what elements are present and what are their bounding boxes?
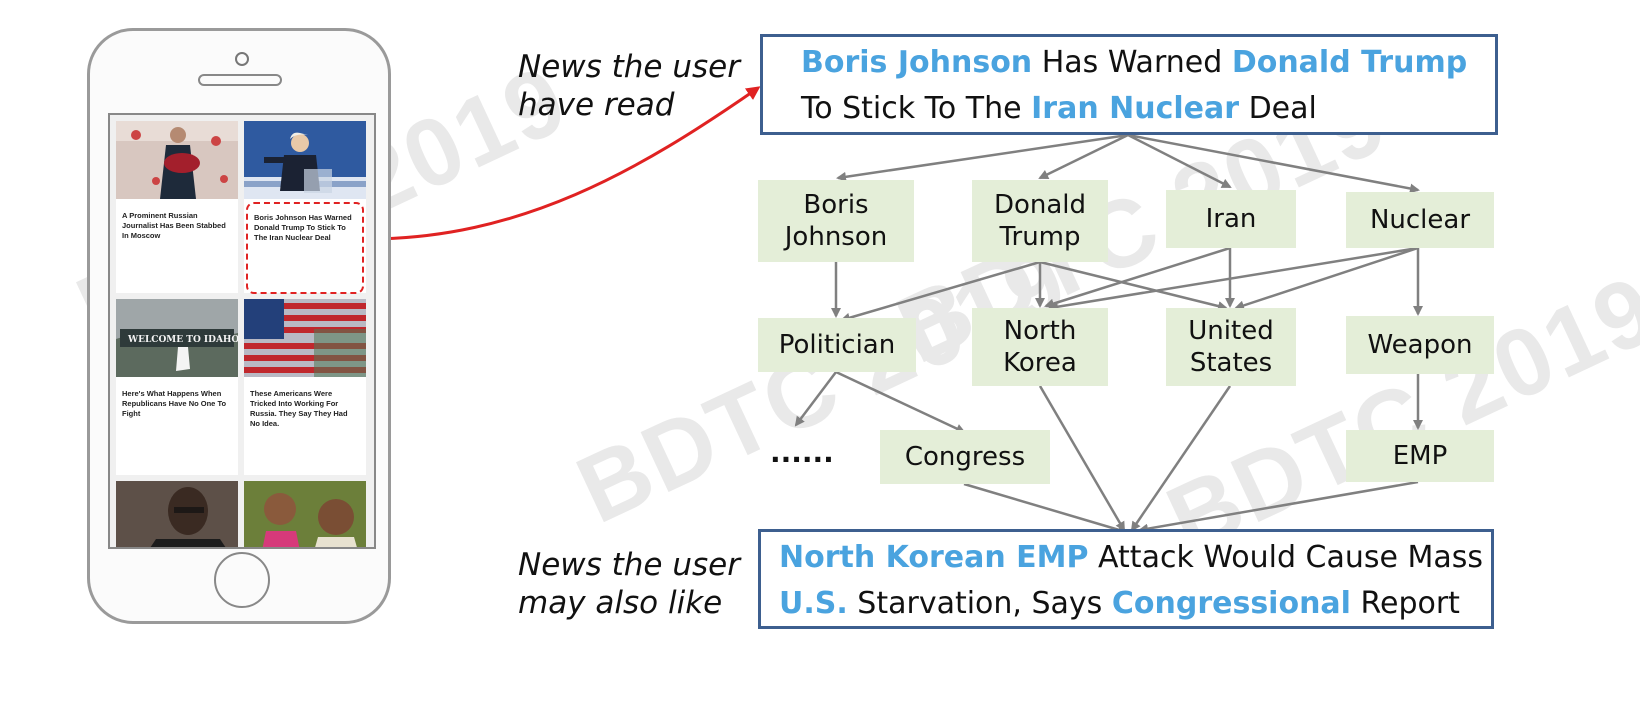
node-congress: Congress [880, 430, 1050, 484]
entity-highlight: Donald Trump [1231, 45, 1468, 80]
entity-highlight: North Korean EMP [779, 540, 1089, 575]
welcome-to-idaho-sign-photo: WELCOME TO IDAHO [116, 299, 238, 377]
node-label: Trump [999, 222, 1081, 252]
edge-iran-to-north-korea [1044, 246, 1231, 309]
liked-news-label: News the user may also like [518, 546, 740, 622]
entity-highlight: U.S. [779, 586, 848, 621]
headline-text: Attack Would Cause Mass [1088, 540, 1484, 575]
read-news-label: News the user have read [518, 48, 740, 124]
headline-text: Deal [1239, 91, 1317, 126]
entity-highlight: Congressional [1111, 586, 1351, 621]
edge-nuclear-to-north-korea [1048, 246, 1419, 312]
read-news-line2: To Stick To The Iran Nuclear Deal [801, 86, 1495, 132]
speaker-icon [198, 74, 282, 86]
card-headline: A Prominent Russian Journalist Has Been … [122, 211, 226, 240]
us-flag-photo [244, 299, 366, 377]
node-label: North [1003, 316, 1077, 346]
read-news-line1: Boris Johnson Has Warned Donald Trump [801, 40, 1495, 86]
edge-politician-to-ellipsis [794, 371, 837, 427]
headline-text: Report [1350, 586, 1460, 621]
news-card[interactable]: WELCOME TO IDAHO Here's What Happens Whe… [116, 299, 238, 475]
home-button[interactable] [214, 552, 270, 608]
news-card[interactable] [244, 481, 366, 547]
news-card-selected[interactable]: Boris Johnson Has Warned Donald Trump To… [244, 121, 366, 293]
camera-icon [235, 52, 249, 66]
read-news-label-line1: News the user [518, 49, 740, 85]
node-label: Korea [1003, 348, 1077, 378]
smiling-children-photo [244, 481, 366, 547]
edge-united-states-to-liked-news [1130, 385, 1232, 532]
node-label: Donald [993, 190, 1087, 220]
edge-news-to-donald-trump [1038, 133, 1129, 180]
node-nuclear: Nuclear [1346, 192, 1494, 248]
node-label: Boris [803, 190, 869, 220]
node-donald-trump: Donald Trump [972, 180, 1108, 262]
node-emp: EMP [1346, 430, 1494, 482]
node-label: United [1188, 316, 1274, 346]
edge-congress-to-liked-news [963, 482, 1128, 535]
liked-news-line2: U.S. Starvation, Says Congressional Repo… [779, 581, 1491, 627]
liked-news-label-line2: may also like [518, 585, 723, 621]
entity-highlight: Boris Johnson [801, 45, 1033, 80]
edge-nuclear-to-united-states [1234, 246, 1419, 311]
headline-text: Has Warned [1032, 45, 1232, 80]
node-iran: Iran [1166, 190, 1296, 248]
node-label: States [1189, 348, 1273, 378]
svg-text:WELCOME TO IDAHO: WELCOME TO IDAHO [127, 335, 238, 345]
card-headline: These Americans Were Tricked Into Workin… [250, 389, 348, 428]
edge-trump-to-politician [840, 260, 1041, 323]
liked-news-label-line1: News the user [518, 547, 740, 583]
news-card[interactable] [116, 481, 238, 547]
selected-news-highlight [246, 202, 364, 294]
edge-emp-to-liked-news [1138, 480, 1419, 534]
elderly-man-photo [116, 481, 238, 547]
entity-highlight: Iran Nuclear [1031, 91, 1240, 126]
headline-text: Starvation, Says [847, 586, 1112, 621]
node-boris-johnson: Boris Johnson [758, 180, 914, 262]
card-headline: Boris Johnson Has Warned Donald Trump To… [254, 213, 352, 242]
edge-north-korea-to-liked-news [1038, 385, 1126, 532]
liked-news-box: North Korean EMP Attack Would Cause Mass… [758, 529, 1494, 629]
headline-text: To Stick To The [801, 91, 1032, 126]
node-weapon: Weapon [1346, 316, 1494, 374]
read-news-label-line2: have read [518, 87, 675, 123]
edge-news-to-boris-johnson [836, 133, 1129, 182]
edge-news-to-iran [1127, 133, 1232, 189]
read-news-box: Boris Johnson Has Warned Donald Trump To… [760, 34, 1498, 135]
news-card[interactable]: These Americans Were Tricked Into Workin… [244, 299, 366, 475]
woman-with-flowers-photo [116, 121, 238, 199]
speaker-at-podium-photo [244, 121, 366, 199]
ellipsis: ...... [770, 436, 834, 469]
node-north-korea: North Korea [972, 308, 1108, 386]
card-headline: Here's What Happens When Republicans Hav… [122, 389, 227, 418]
node-politician: Politician [758, 318, 916, 372]
edge-news-to-nuclear [1127, 133, 1420, 194]
node-united-states: United States [1166, 308, 1296, 386]
liked-news-line1: North Korean EMP Attack Would Cause Mass [779, 535, 1491, 581]
node-label: Johnson [784, 222, 888, 252]
link-arrow [363, 86, 761, 241]
edge-politician-to-congress [835, 370, 966, 434]
news-card[interactable]: A Prominent Russian Journalist Has Been … [116, 121, 238, 293]
phone-screen: A Prominent Russian Journalist Has Been … [108, 113, 376, 549]
edge-trump-to-united-states [1039, 260, 1228, 311]
